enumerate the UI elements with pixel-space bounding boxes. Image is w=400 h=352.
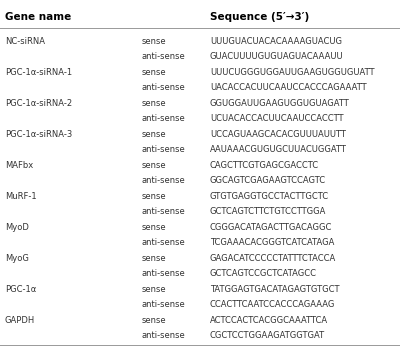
Text: PGC-1α-siRNA-2: PGC-1α-siRNA-2 [5,99,72,108]
Text: GAGACATCCCCCTATTTCTACCA: GAGACATCCCCCTATTTCTACCA [210,254,336,263]
Text: ACTCCACTCACGGCAAATTCA: ACTCCACTCACGGCAAATTCA [210,316,328,325]
Text: anti-sense: anti-sense [142,52,186,62]
Text: Sequence (5′→3′): Sequence (5′→3′) [210,12,309,22]
Text: PGC-1α: PGC-1α [5,285,36,294]
Text: UUUGUACUACACAAAAGUACUG: UUUGUACUACACAAAAGUACUG [210,37,342,46]
Text: CGCTCCTGGAAGATGGTGAT: CGCTCCTGGAAGATGGTGAT [210,331,325,340]
Text: Gene name: Gene name [5,12,71,22]
Text: sense: sense [142,285,167,294]
Text: UACACCACUUCAAUCCACCCAGAAATT: UACACCACUUCAAUCCACCCAGAAATT [210,83,367,93]
Text: GCTCAGTCTTCTGTCCTTGGA: GCTCAGTCTTCTGTCCTTGGA [210,207,326,216]
Text: TCGAAACACGGGTCATCATAGA: TCGAAACACGGGTCATCATAGA [210,238,334,247]
Text: UCCAGUAAGCACACGUUUAUUTT: UCCAGUAAGCACACGUUUAUUTT [210,130,346,139]
Text: GGUGGAUUGAAGUGGUGUAGATT: GGUGGAUUGAAGUGGUGUAGATT [210,99,350,108]
Text: anti-sense: anti-sense [142,269,186,278]
Text: sense: sense [142,99,167,108]
Text: sense: sense [142,223,167,232]
Text: MAFbx: MAFbx [5,161,33,170]
Text: GAPDH: GAPDH [5,316,35,325]
Text: NC-siRNA: NC-siRNA [5,37,45,46]
Text: AAUAAACGUGUGCUUACUGGATT: AAUAAACGUGUGCUUACUGGATT [210,145,347,155]
Text: anti-sense: anti-sense [142,207,186,216]
Text: MyoG: MyoG [5,254,29,263]
Text: UUUCUGGGUGGAUUGAAGUGGUGUATT: UUUCUGGGUGGAUUGAAGUGGUGUATT [210,68,374,77]
Text: CCACTTCAATCCACCCAGAAAG: CCACTTCAATCCACCCAGAAAG [210,300,335,309]
Text: GCTCAGTCCGCTCATAGCC: GCTCAGTCCGCTCATAGCC [210,269,317,278]
Text: sense: sense [142,161,167,170]
Text: GGCAGTCGAGAAGTCCAGTC: GGCAGTCGAGAAGTCCAGTC [210,176,326,186]
Text: PGC-1α-siRNA-3: PGC-1α-siRNA-3 [5,130,72,139]
Text: CAGCTTCGTGAGCGACCTC: CAGCTTCGTGAGCGACCTC [210,161,319,170]
Text: sense: sense [142,254,167,263]
Text: sense: sense [142,130,167,139]
Text: anti-sense: anti-sense [142,238,186,247]
Text: MyoD: MyoD [5,223,29,232]
Text: UCUACACCACUUCAAUCCACCTT: UCUACACCACUUCAAUCCACCTT [210,114,344,124]
Text: sense: sense [142,68,167,77]
Text: anti-sense: anti-sense [142,300,186,309]
Text: TATGGAGTGACATAGAGTGTGCT: TATGGAGTGACATAGAGTGTGCT [210,285,340,294]
Text: sense: sense [142,316,167,325]
Text: anti-sense: anti-sense [142,176,186,186]
Text: GTGTGAGGTGCCTACTTGCTC: GTGTGAGGTGCCTACTTGCTC [210,192,329,201]
Text: anti-sense: anti-sense [142,83,186,93]
Text: CGGGACATAGACTTGACAGGC: CGGGACATAGACTTGACAGGC [210,223,332,232]
Text: anti-sense: anti-sense [142,114,186,124]
Text: PGC-1α-siRNA-1: PGC-1α-siRNA-1 [5,68,72,77]
Text: MuRF-1: MuRF-1 [5,192,36,201]
Text: GUACUUUUGUGUAGUACAAAUU: GUACUUUUGUGUAGUACAAAUU [210,52,344,62]
Text: anti-sense: anti-sense [142,145,186,155]
Text: anti-sense: anti-sense [142,331,186,340]
Text: sense: sense [142,192,167,201]
Text: sense: sense [142,37,167,46]
